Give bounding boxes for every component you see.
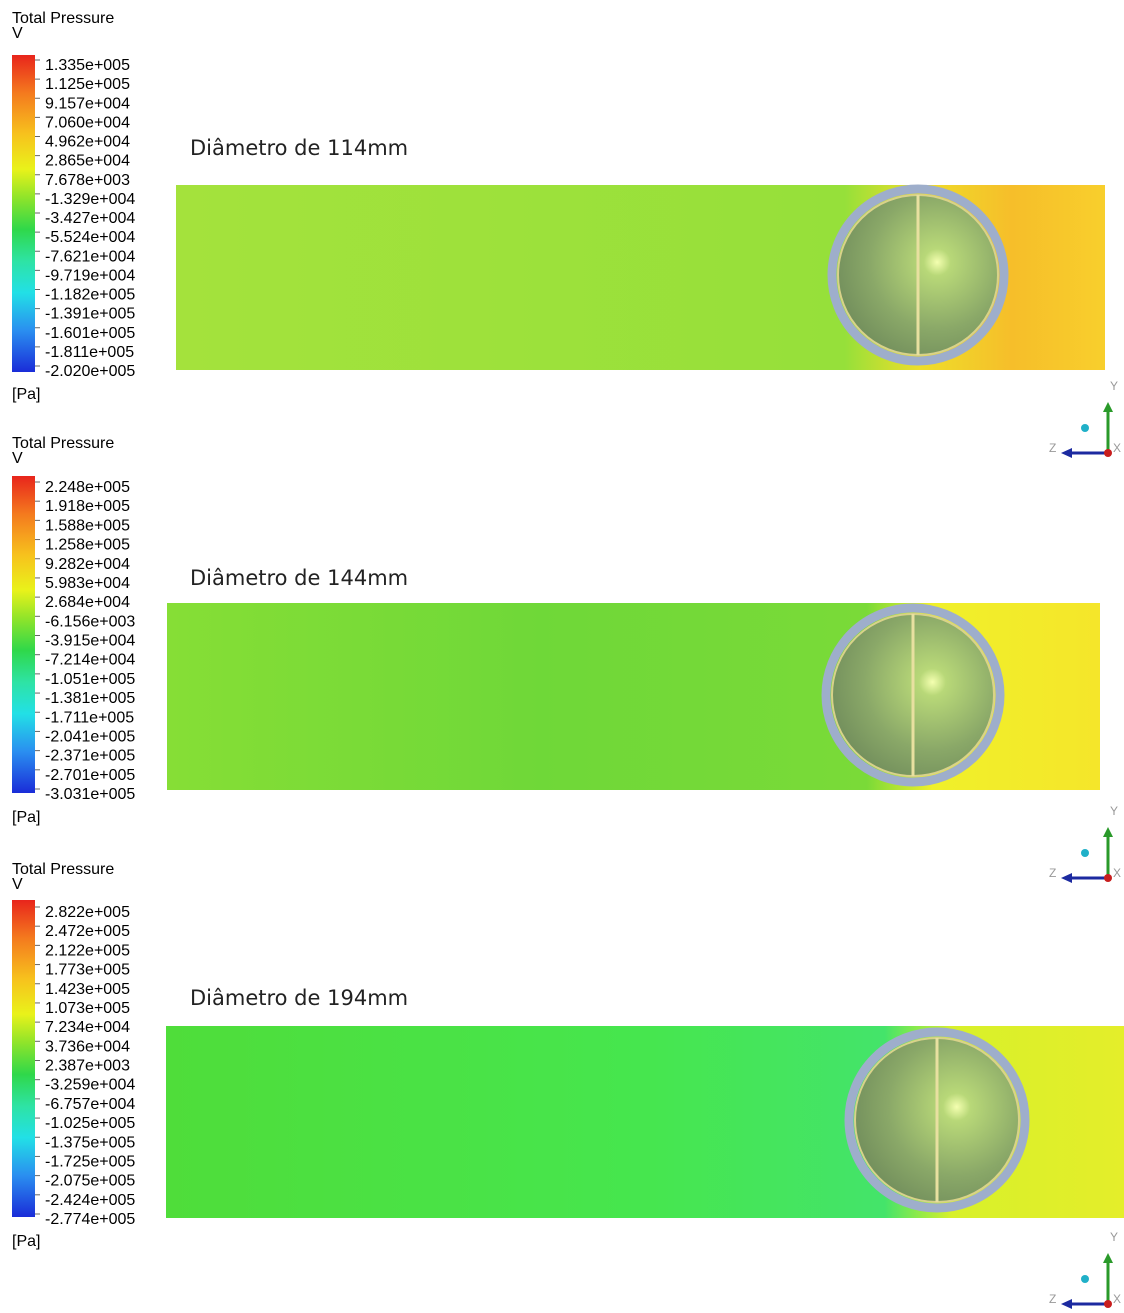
tick-label: -1.329e+004: [45, 191, 135, 208]
axis-z-head: [1061, 873, 1072, 883]
tick-label: -1.025e+005: [45, 1115, 135, 1132]
axis-x-label: X: [1113, 1292, 1121, 1306]
legend-title: Total Pressure: [12, 10, 114, 27]
tick-label: 9.157e+004: [45, 95, 130, 112]
tick-label: -6.156e+003: [45, 613, 135, 630]
legend-title: Total Pressure: [12, 435, 114, 452]
colorbar: [12, 476, 35, 793]
view-dot: [1081, 849, 1089, 857]
tick-label: -2.020e+005: [45, 363, 135, 380]
tick-label: 5.983e+004: [45, 575, 130, 592]
tick-label: 1.335e+005: [45, 57, 130, 74]
axis-y-head: [1103, 1253, 1113, 1263]
tick-label: -2.041e+005: [45, 728, 135, 745]
tick-label: -1.381e+005: [45, 690, 135, 707]
tick-label: 1.773e+005: [45, 962, 130, 979]
panel: Total PressureV1.335e+0051.125e+0059.157…: [12, 10, 1121, 458]
tick-label: 1.588e+005: [45, 517, 130, 534]
caption: Diâmetro de 114mm: [190, 136, 408, 160]
tick-label: -1.711e+005: [45, 709, 134, 726]
legend-variable: V: [12, 25, 23, 42]
tick-label: -2.774e+005: [45, 1211, 135, 1228]
tick-label: 2.387e+003: [45, 1058, 130, 1075]
tick-label: -1.182e+005: [45, 287, 135, 304]
tick-label: 7.060e+004: [45, 114, 130, 131]
tick-label: 2.865e+004: [45, 153, 130, 170]
axis-y-label: Y: [1110, 1230, 1118, 1244]
axis-z-head: [1061, 448, 1072, 458]
tick-label: -7.621e+004: [45, 248, 135, 265]
axis-x-label: X: [1113, 866, 1121, 880]
tick-label: -3.031e+005: [45, 786, 135, 803]
tick-label: 7.234e+004: [45, 1019, 130, 1036]
caption: Diâmetro de 144mm: [190, 566, 408, 590]
tick-label: -2.371e+005: [45, 748, 135, 765]
tick-label: -6.757e+004: [45, 1096, 135, 1113]
cfd-figure: Total PressureV1.335e+0051.125e+0059.157…: [0, 0, 1124, 1313]
legend-unit: [Pa]: [12, 386, 40, 403]
legend-title: Total Pressure: [12, 861, 114, 878]
tick-label: 7.678e+003: [45, 172, 130, 189]
colorbar: [12, 900, 35, 1217]
tick-label: 3.736e+004: [45, 1038, 130, 1055]
axis-x-label: X: [1113, 441, 1121, 455]
axis-x: [1104, 874, 1112, 882]
axis-y-label: Y: [1110, 379, 1118, 393]
tick-label: 1.918e+005: [45, 498, 130, 515]
colorbar: [12, 55, 35, 372]
axis-z-label: Z: [1049, 1292, 1056, 1306]
tick-label: -1.391e+005: [45, 306, 135, 323]
axis-y-head: [1103, 827, 1113, 837]
tick-label: 2.822e+005: [45, 904, 130, 921]
tick-label: -3.427e+004: [45, 210, 135, 227]
axis-z-label: Z: [1049, 866, 1056, 880]
tick-label: -2.075e+005: [45, 1173, 135, 1190]
legend-variable: V: [12, 450, 23, 467]
tick-label: -1.811e+005: [45, 344, 134, 361]
legend-unit: [Pa]: [12, 809, 40, 826]
tick-label: -3.915e+004: [45, 633, 135, 650]
panel: Total PressureV2.248e+0051.918e+0051.588…: [12, 435, 1121, 883]
tick-label: 2.684e+004: [45, 594, 130, 611]
tick-label: 2.122e+005: [45, 942, 130, 959]
tick-label: -7.214e+004: [45, 652, 135, 669]
tick-label: 1.073e+005: [45, 1000, 130, 1017]
tick-label: 9.282e+004: [45, 556, 130, 573]
tick-label: 4.962e+004: [45, 134, 130, 151]
tick-label: 1.125e+005: [45, 76, 130, 93]
tick-label: -9.719e+004: [45, 267, 135, 284]
axis-x: [1104, 1300, 1112, 1308]
tick-label: 2.248e+005: [45, 479, 130, 496]
tick-label: -1.601e+005: [45, 325, 135, 342]
tick-label: -2.701e+005: [45, 767, 135, 784]
view-dot: [1081, 1275, 1089, 1283]
axis-y-head: [1103, 402, 1113, 412]
tick-label: -5.524e+004: [45, 229, 135, 246]
axis-x: [1104, 449, 1112, 457]
legend-unit: [Pa]: [12, 1233, 40, 1250]
tick-label: 1.258e+005: [45, 537, 130, 554]
tick-label: -1.051e+005: [45, 671, 135, 688]
tick-label: -3.259e+004: [45, 1077, 135, 1094]
view-dot: [1081, 424, 1089, 432]
axis-z-label: Z: [1049, 441, 1056, 455]
tick-label: -1.725e+005: [45, 1153, 135, 1170]
axis-y-label: Y: [1110, 804, 1118, 818]
axis-z-head: [1061, 1299, 1072, 1309]
tick-label: -1.375e+005: [45, 1134, 135, 1151]
tick-label: -2.424e+005: [45, 1192, 135, 1209]
legend-variable: V: [12, 876, 23, 893]
caption: Diâmetro de 194mm: [190, 986, 408, 1010]
tick-label: 2.472e+005: [45, 923, 130, 940]
tick-label: 1.423e+005: [45, 981, 130, 998]
